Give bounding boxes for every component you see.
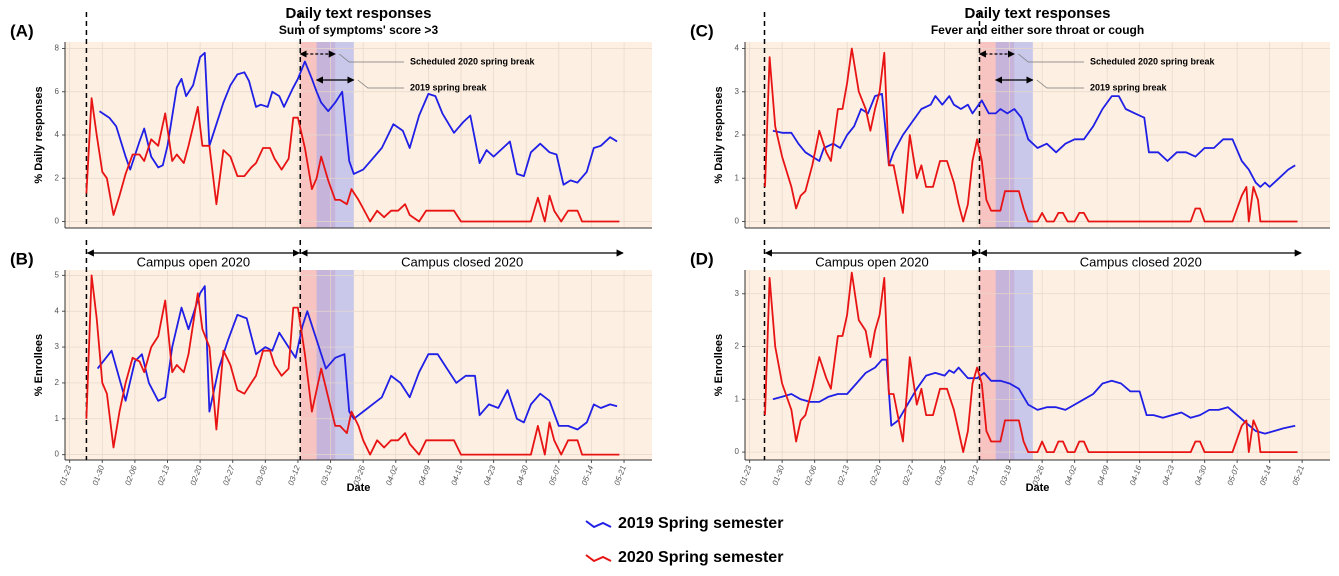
x-tick-label: 04-30 [515,464,531,487]
y-axis-title: % Enrollees [33,334,45,396]
x-tick-label: 02-27 [901,464,917,487]
x-tick-label: 04-16 [449,464,465,487]
x-tick-label: 03-19 [998,464,1014,487]
legend-label: 2019 Spring semester [618,515,783,532]
break-label: Scheduled 2020 spring break [410,56,536,66]
x-tick-label: 02-13 [156,464,172,487]
x-tick-label: 03-05 [933,464,949,487]
x-tick-label: 04-30 [1193,464,1209,487]
x-tick-label: 05-07 [547,464,563,487]
y-tick-label: 0 [55,217,60,226]
series-line [764,271,1298,453]
series-line [96,285,618,431]
x-tick-label: 03-19 [319,464,335,487]
break-label: 2019 spring break [1090,82,1168,92]
x-tick-label: 04-23 [1161,464,1177,487]
y-tick-label: 0 [735,447,740,456]
y-tick-label: 4 [735,44,740,53]
x-tick-label: 05-14 [580,464,596,487]
panel-label: (D) [690,249,714,268]
y-tick-label: 4 [55,130,60,139]
y-axis-title: % Enrollees [713,334,725,396]
plot-background [745,270,1330,460]
x-tick-label: 02-13 [836,464,852,487]
x-tick-label: 02-06 [803,464,819,487]
panel-label: (A) [10,21,34,40]
y-tick-label: 0 [55,450,60,459]
chart-title: Daily text responses [286,5,432,22]
x-axis-title: Date [1026,482,1050,494]
break-shading [316,270,354,460]
x-tick-label: 01-23 [738,464,754,487]
series-line [772,93,1296,188]
panel-label: (B) [10,249,34,268]
y-tick-label: 2 [735,342,740,351]
y-tick-label: 3 [735,289,740,298]
leader-line [1018,53,1084,63]
x-tick-label: 01-30 [91,464,107,487]
legend-swatch [585,520,612,529]
y-tick-label: 8 [55,44,60,53]
chart-subtitle: Fever and either sore throat or cough [931,23,1144,37]
x-tick-label: 04-09 [417,464,433,487]
break-shading [995,270,1033,460]
y-tick-label: 2 [55,378,60,387]
period-label: Campus open 2020 [815,254,928,269]
leader-line [338,53,404,63]
x-tick-label: 05-14 [1258,464,1274,487]
series-line [772,358,1296,435]
break-label: Scheduled 2020 spring break [1090,56,1216,66]
x-tick-label: 01-23 [58,464,74,487]
period-label: Campus closed 2020 [401,254,523,269]
x-tick-label: 03-12 [966,464,982,487]
y-tick-label: 3 [55,342,60,351]
period-label: Campus open 2020 [137,254,250,269]
y-axis-title: % Daily responses [713,86,725,183]
legend-swatch [585,554,612,563]
x-tick-label: 03-12 [286,464,302,487]
leader-line [1036,79,1084,89]
plot-background [65,270,652,460]
x-tick-label: 04-16 [1128,464,1144,487]
x-tick-label: 02-27 [221,464,237,487]
x-axis-title: Date [347,482,371,494]
chart-title: Daily text responses [965,5,1111,22]
x-tick-label: 05-07 [1226,464,1242,487]
panel-label: (C) [690,21,714,40]
y-tick-label: 1 [735,394,740,403]
x-tick-label: 04-23 [482,464,498,487]
x-tick-label: 02-20 [868,464,884,487]
chart-subtitle: Sum of symptoms' score >3 [279,23,439,37]
x-tick-label: 04-02 [1063,464,1079,487]
y-axis-title: % Daily responses [33,86,45,183]
leader-line [357,79,404,89]
y-tick-label: 1 [735,173,740,182]
y-tick-label: 0 [735,217,740,226]
y-tick-label: 4 [55,306,60,315]
series-line [85,97,620,223]
x-tick-label: 02-06 [123,464,139,487]
series-line [99,51,618,186]
series-line [764,47,1298,223]
x-tick-label: 04-09 [1096,464,1112,487]
y-tick-label: 1 [55,414,60,423]
series-line [85,274,620,456]
period-label: Campus closed 2020 [1080,254,1202,269]
legend-label: 2020 Spring semester [618,549,783,566]
break-label: 2019 spring break [410,82,488,92]
x-tick-label: 05-21 [1291,464,1306,486]
y-tick-label: 5 [55,270,60,279]
x-tick-label: 05-21 [612,464,627,486]
x-tick-label: 02-20 [189,464,205,487]
y-tick-label: 2 [55,173,60,182]
x-tick-label: 03-05 [254,464,270,487]
y-tick-label: 3 [735,87,740,96]
y-tick-label: 6 [55,87,60,96]
y-tick-label: 2 [735,130,740,139]
x-tick-label: 04-02 [384,464,400,487]
x-tick-label: 01-30 [771,464,787,487]
